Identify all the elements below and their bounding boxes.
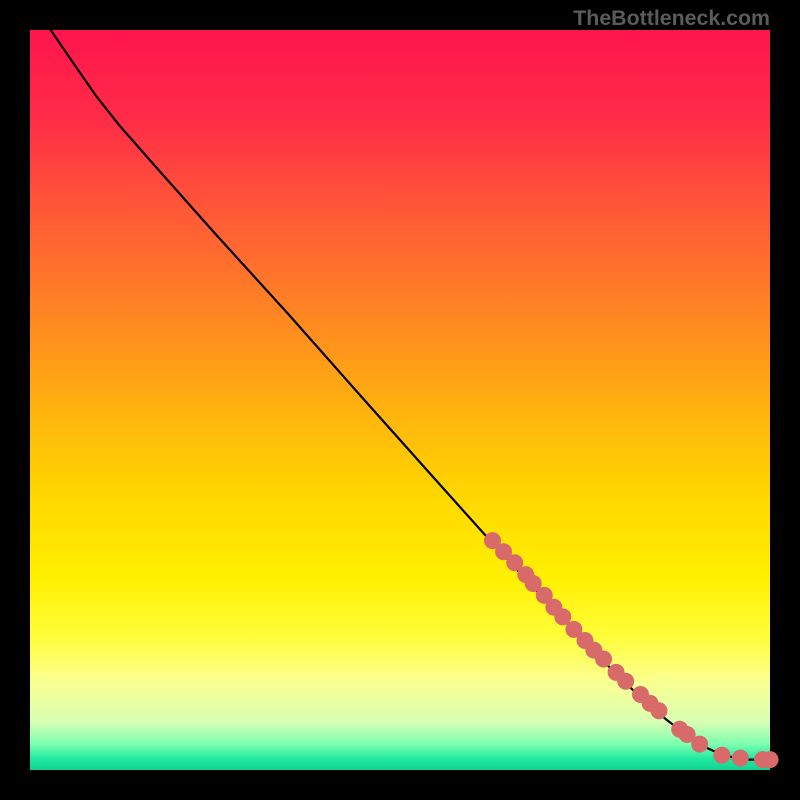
plot-background <box>30 30 770 770</box>
data-marker <box>692 736 708 752</box>
data-marker <box>732 750 748 766</box>
data-marker <box>555 609 571 625</box>
chart-svg <box>0 0 800 800</box>
data-marker <box>596 651 612 667</box>
chart-stage: TheBottleneck.com <box>0 0 800 800</box>
data-marker <box>714 747 730 763</box>
data-marker <box>618 673 634 689</box>
data-marker <box>762 752 778 768</box>
data-marker <box>651 703 667 719</box>
